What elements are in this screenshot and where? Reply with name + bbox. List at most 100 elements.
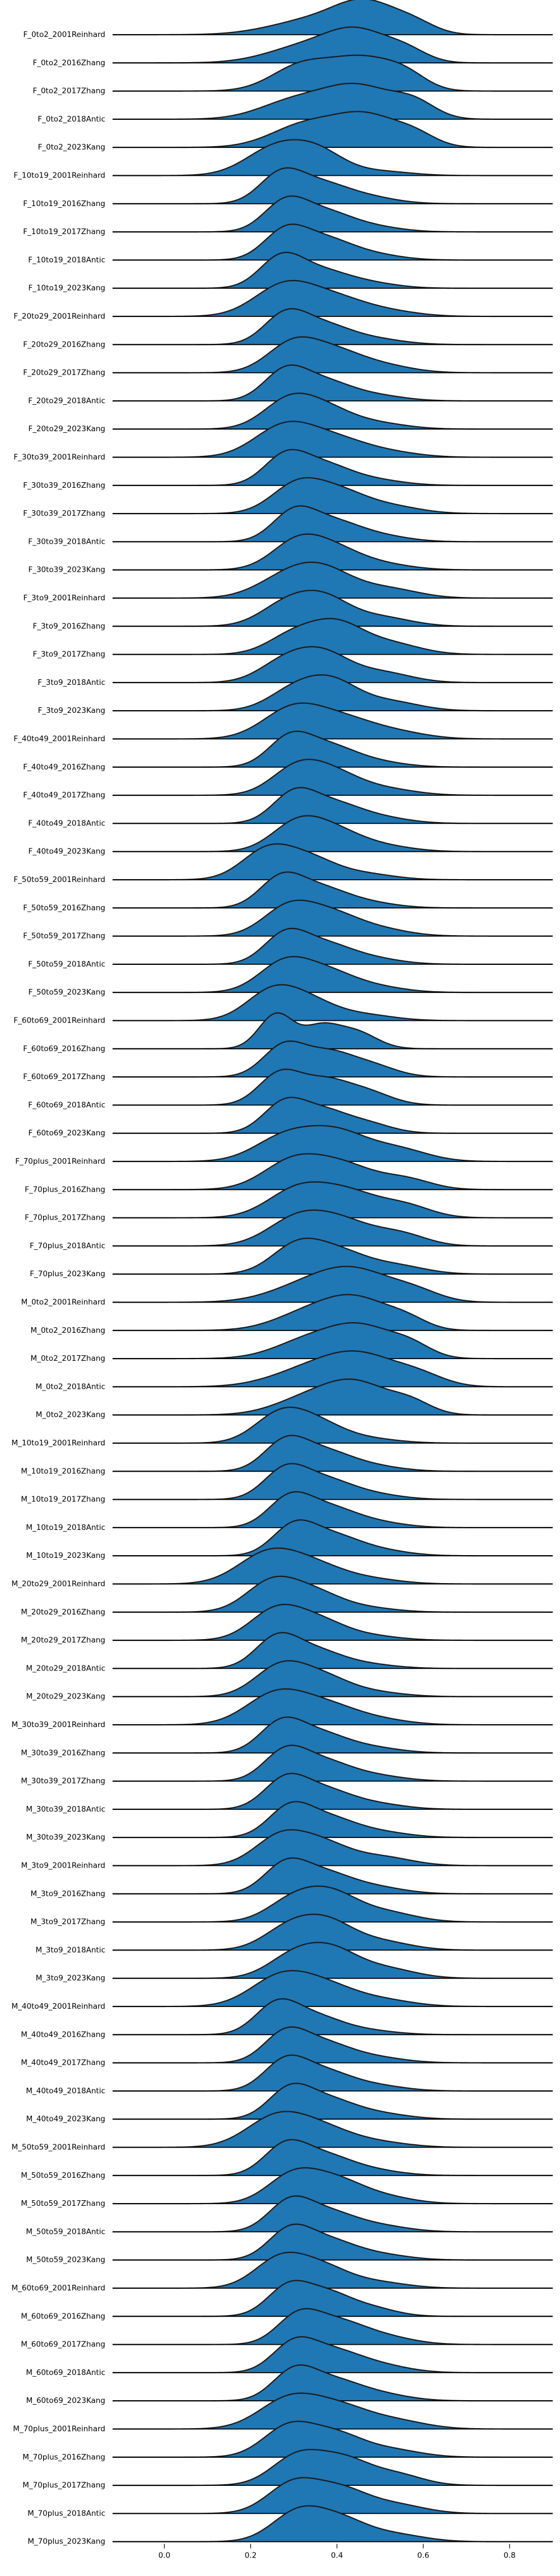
ridge-fill-M_0to2_2023Kang [113, 1379, 553, 1415]
ridge-fill-F_30to39_2016Zhang [113, 449, 553, 486]
row-label: F_30to39_2001Reinhard [13, 453, 105, 462]
ridge-fill-M_10to19_2017Zhang [113, 1463, 553, 1500]
row-label: M_60to69_2018Antic [26, 2368, 105, 2377]
ridge-fill-M_0to2_2016Zhang [113, 1294, 553, 1331]
ridge-fill-F_30to39_2017Zhang [113, 478, 553, 514]
x-tick-label: 0.0 [158, 2551, 170, 2560]
x-axis: 0.0 0.2 0.4 0.6 0.8 [158, 2544, 516, 2560]
row-label: F_0to2_2018Antic [38, 115, 105, 124]
row-label: F_0to2_2001Reinhard [24, 30, 105, 39]
ridge-fill-F_50to59_2001Reinhard [113, 844, 553, 880]
ridge-fill-M_3to9_2017Zhang [113, 1886, 553, 1922]
ridge-fill-F_20to29_2001Reinhard [113, 281, 553, 316]
ridge-fill-F_60to69_2001Reinhard [113, 984, 553, 1021]
ridge-fill-M_10to19_2018Antic [113, 1491, 553, 1528]
ridge-fill-F_40to49_2023Kang [113, 815, 553, 852]
row-label: M_20to29_2017Zhang [21, 1636, 105, 1645]
ridge-fill-F_0to2_2023Kang [113, 111, 553, 148]
row-label: F_30to39_2017Zhang [23, 509, 105, 518]
row-label: F_40to49_2001Reinhard [13, 735, 105, 744]
row-label: M_40to49_2018Antic [26, 2087, 105, 2096]
ridge-fill-F_50to59_2017Zhang [113, 900, 553, 936]
row-label: F_20to29_2018Antic [28, 396, 105, 405]
row-label: M_60to69_2001Reinhard [11, 2284, 105, 2293]
row-label: M_10to19_2023Kang [26, 1551, 105, 1560]
row-label: F_50to59_2017Zhang [23, 932, 105, 941]
row-label: M_40to49_2001Reinhard [11, 2002, 105, 2011]
ridge-fill-M_70plus_2018Antic [113, 2477, 553, 2514]
ridge-fill-F_3to9_2001Reinhard [113, 562, 553, 598]
row-label: M_60to69_2023Kang [26, 2396, 105, 2405]
row-label: M_50to59_2017Zhang [21, 2199, 105, 2208]
ridge-fill-M_70plus_2016Zhang [113, 2421, 553, 2457]
ridge-fill-M_10to19_2001Reinhard [113, 1407, 553, 1443]
row-label: M_30to39_2001Reinhard [11, 1720, 105, 1729]
ridge-fill-M_30to39_2023Kang [113, 1802, 553, 1838]
row-label: M_0to2_2001Reinhard [21, 1298, 105, 1307]
ridge-fill-F_70plus_2017Zhang [113, 1182, 553, 1218]
x-tick-label: 0.8 [503, 2551, 515, 2560]
row-label: F_10to19_2023Kang [28, 284, 105, 293]
row-label: M_3to9_2018Antic [36, 1945, 106, 1954]
row-label: M_0to2_2017Zhang [31, 1354, 105, 1363]
ridge-fill-M_70plus_2017Zhang [113, 2449, 553, 2486]
ridge-fill-F_40to49_2017Zhang [113, 759, 553, 796]
row-label: F_50to59_2016Zhang [23, 903, 105, 912]
ridge-fill-M_50to59_2023Kang [113, 2224, 553, 2260]
row-label: F_3to9_2023Kang [38, 706, 105, 715]
ridge-fill-F_10to19_2018Antic [113, 224, 553, 260]
ridge-fill-M_30to39_2016Zhang [113, 1717, 553, 1753]
ridge-fill-M_30to39_2017Zhang [113, 1745, 553, 1781]
row-label: F_0to2_2017Zhang [32, 87, 105, 96]
ridge-fill-F_70plus_2001Reinhard [113, 1126, 553, 1161]
row-labels-group: F_0to2_2001Reinhard F_0to2_2016Zhang F_0to… [11, 30, 105, 2546]
row-label: F_0to2_2016Zhang [32, 58, 105, 67]
ridge-fill-M_20to29_2023Kang [113, 1660, 553, 1697]
row-label: M_10to19_2018Antic [26, 1523, 105, 1532]
row-label: F_20to29_2017Zhang [23, 368, 105, 377]
x-tick-label: 0.4 [331, 2551, 343, 2560]
row-label: F_60to69_2001Reinhard [13, 1016, 105, 1025]
ridge-fill-M_20to29_2017Zhang [113, 1604, 553, 1641]
row-label: M_0to2_2018Antic [36, 1382, 106, 1391]
row-label: M_0to2_2016Zhang [31, 1326, 105, 1335]
ridge-fill-M_60to69_2016Zhang [113, 2280, 553, 2317]
row-label: F_20to29_2023Kang [28, 424, 105, 433]
row-label: F_3to9_2016Zhang [32, 622, 105, 631]
row-label: M_3to9_2017Zhang [31, 1917, 105, 1926]
ridge-fill-F_3to9_2018Antic [113, 646, 553, 683]
row-label: M_50to59_2016Zhang [21, 2171, 105, 2180]
ridge-fill-M_50to59_2018Antic [113, 2196, 553, 2232]
ridge-fill-M_40to49_2017Zhang [113, 2027, 553, 2063]
row-label: M_40to49_2023Kang [26, 2115, 105, 2124]
ridge-fill-M_60to69_2023Kang [113, 2365, 553, 2401]
row-label: F_3to9_2018Antic [38, 678, 105, 687]
row-label: M_20to29_2023Kang [26, 1692, 105, 1701]
x-tick-label: 0.2 [245, 2551, 256, 2560]
ridge-fill-M_3to9_2001Reinhard [113, 1830, 553, 1866]
row-label: M_3to9_2023Kang [36, 1974, 105, 1983]
ridge-fill-M_0to2_2018Antic [113, 1351, 553, 1387]
row-label: M_40to49_2016Zhang [21, 2030, 105, 2039]
ridge-fill-M_30to39_2018Antic [113, 1773, 553, 1809]
ridge-fill-F_0to2_2017Zhang [113, 55, 553, 91]
ridge-fill-M_70plus_2001Reinhard [113, 2393, 553, 2429]
row-label: F_60to69_2017Zhang [23, 1072, 105, 1081]
row-label: F_60to69_2018Antic [28, 1100, 105, 1109]
row-label: F_70plus_2017Zhang [25, 1214, 105, 1222]
row-label: M_50to59_2001Reinhard [11, 2143, 105, 2152]
row-label: F_20to29_2001Reinhard [13, 312, 105, 321]
ridge-fill-F_70plus_2018Antic [113, 1210, 553, 1246]
row-label: F_70plus_2023Kang [30, 1270, 105, 1278]
row-label: M_20to29_2016Zhang [21, 1608, 105, 1617]
ridge-fill-F_10to19_2016Zhang [113, 167, 553, 204]
row-label: M_60to69_2016Zhang [21, 2312, 105, 2321]
ridge-fill-M_60to69_2001Reinhard [113, 2252, 553, 2288]
row-label: M_70plus_2016Zhang [22, 2453, 105, 2462]
ridge-fill-M_3to9_2018Antic [113, 1914, 553, 1950]
ridge-fill-F_40to49_2001Reinhard [113, 703, 553, 739]
row-label: M_50to59_2023Kang [26, 2256, 105, 2265]
ridge-fill-F_20to29_2023Kang [113, 393, 553, 430]
ridge-fill-F_30to39_2018Antic [113, 506, 553, 542]
